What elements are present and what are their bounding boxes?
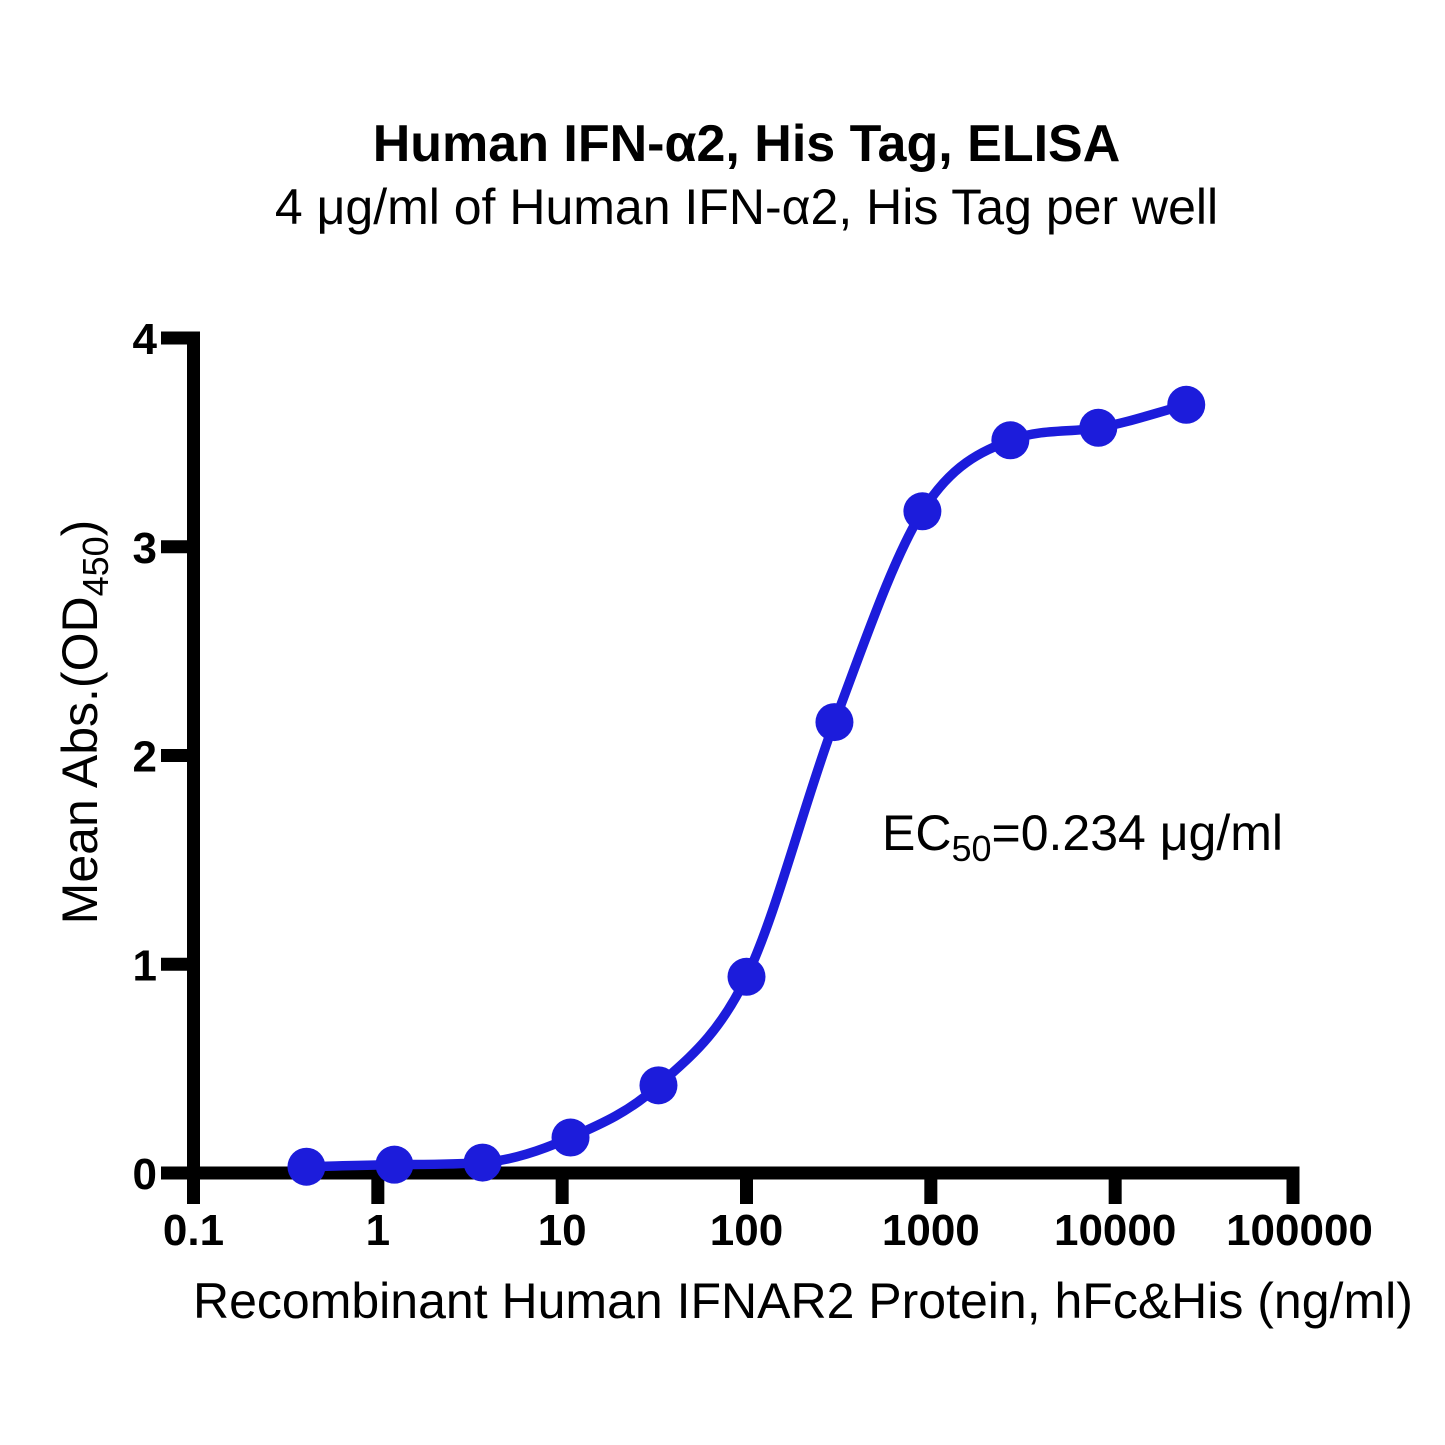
y-tick-label: 4 bbox=[133, 315, 158, 364]
data-point bbox=[287, 1147, 326, 1186]
y-tick-label: 1 bbox=[133, 941, 157, 990]
ec50-annotation-subscript: 50 bbox=[951, 828, 992, 869]
y-axis-label-subscript: 450 bbox=[75, 536, 116, 597]
data-point bbox=[463, 1143, 502, 1182]
x-axis-label: Recombinant Human IFNAR2 Protein, hFc&Hi… bbox=[193, 1273, 1413, 1329]
chart-subtitle: 4 μg/ml of Human IFN-α2, His Tag per wel… bbox=[274, 179, 1219, 235]
fit-curve bbox=[301, 400, 1191, 1172]
ec50-annotation: EC50=0.234 μg/ml bbox=[882, 805, 1283, 867]
y-axis-label-text: Mean Abs.(OD bbox=[52, 596, 108, 925]
y-tick-label: 0 bbox=[133, 1150, 157, 1199]
y-axis-label-close: ) bbox=[52, 519, 108, 537]
data-point bbox=[551, 1118, 590, 1157]
data-point bbox=[639, 1066, 678, 1105]
data-point bbox=[1079, 408, 1118, 447]
y-tick-label: 2 bbox=[133, 733, 157, 782]
x-tick-label: 10 bbox=[538, 1206, 587, 1255]
data-point bbox=[815, 703, 854, 742]
data-point bbox=[991, 421, 1030, 460]
x-tick-label: 1 bbox=[366, 1206, 390, 1255]
y-tick-label: 3 bbox=[133, 524, 157, 573]
chart-title: Human IFN-α2, His Tag, ELISA bbox=[372, 115, 1121, 173]
x-tick-label: 100 bbox=[710, 1206, 783, 1255]
x-tick-label: 100000 bbox=[1226, 1206, 1373, 1255]
data-point bbox=[1167, 385, 1206, 424]
ec50-annotation-value: =0.234 μg/ml bbox=[991, 805, 1283, 861]
x-tick-label: 0.1 bbox=[163, 1206, 224, 1255]
data-point bbox=[727, 957, 766, 996]
x-tick-label: 1000 bbox=[882, 1206, 980, 1255]
data-point bbox=[375, 1145, 414, 1184]
y-axis-label: Mean Abs.(OD450) bbox=[52, 519, 116, 925]
x-tick-label: 10000 bbox=[1054, 1206, 1176, 1255]
data-point bbox=[903, 492, 942, 531]
ec50-annotation-text: EC bbox=[882, 805, 952, 861]
